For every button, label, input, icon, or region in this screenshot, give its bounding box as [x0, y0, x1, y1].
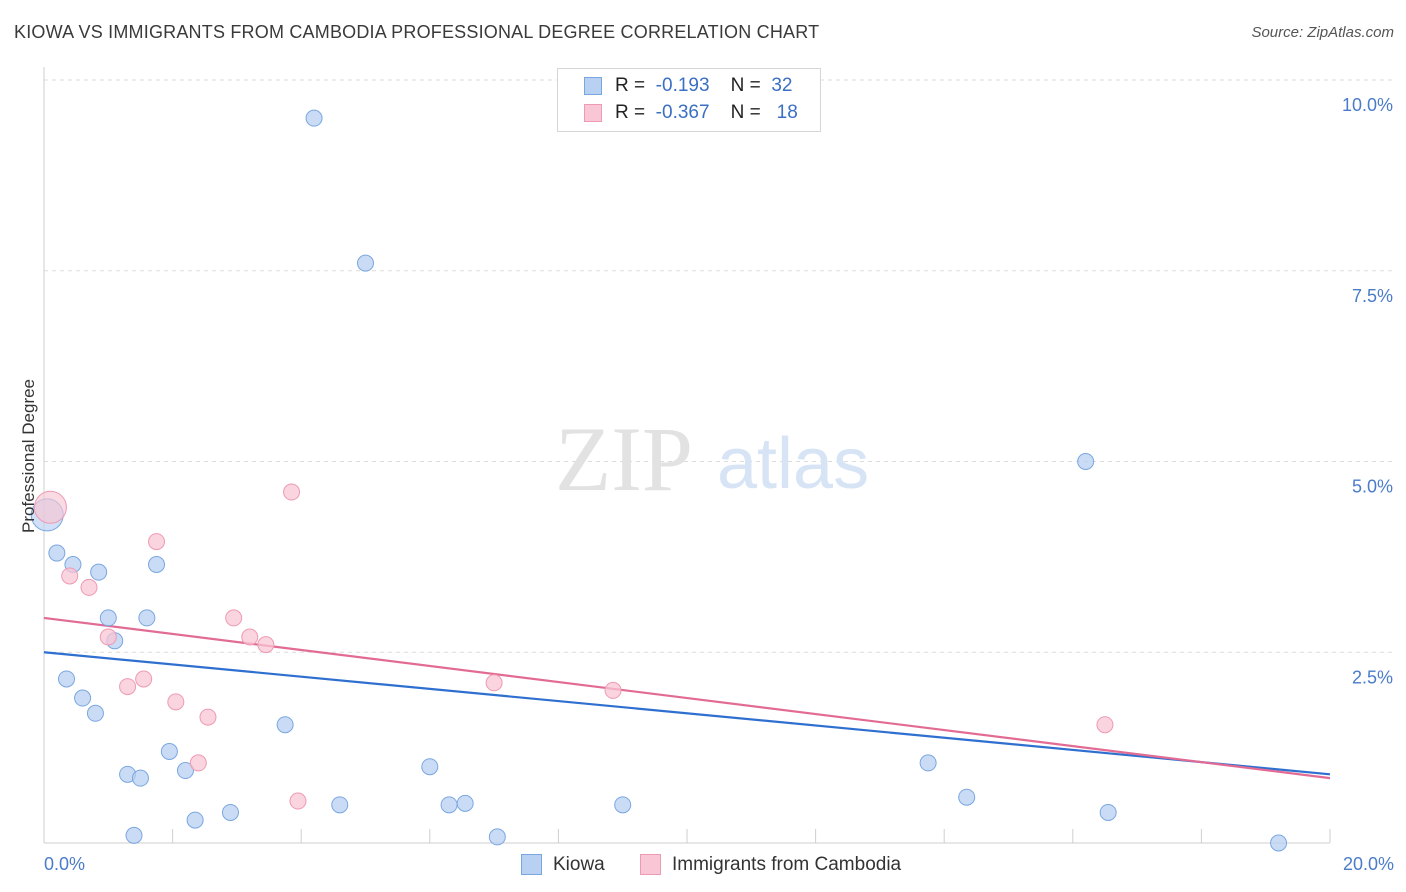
cambodia-point[interactable]: [604, 681, 622, 699]
cambodia-point[interactable]: [33, 490, 67, 524]
cambodia-point[interactable]: [119, 678, 137, 696]
kiowa-point[interactable]: [138, 609, 156, 627]
series-legend: Kiowa Immigrants from Cambodia: [0, 852, 1406, 878]
cambodia-point[interactable]: [289, 792, 307, 810]
watermark: ZIP atlas: [555, 408, 869, 510]
cambodia-legend-label: Immigrants from Cambodia: [672, 854, 902, 875]
cambodia-point[interactable]: [167, 693, 185, 711]
kiowa-legend-swatch: [521, 854, 542, 875]
r-value: -0.367: [655, 102, 710, 123]
kiowa-point[interactable]: [488, 828, 506, 846]
watermark-zip: ZIP: [555, 408, 693, 510]
kiowa-point[interactable]: [148, 556, 166, 574]
kiowa-point[interactable]: [125, 826, 143, 844]
kiowa-point[interactable]: [958, 788, 976, 806]
kiowa-point[interactable]: [357, 254, 374, 272]
r-value: -0.193: [655, 75, 710, 96]
kiowa-point[interactable]: [276, 716, 294, 734]
axis-layer: [43, 67, 1331, 844]
kiowa-point[interactable]: [176, 762, 194, 780]
kiowa-point[interactable]: [440, 796, 458, 814]
kiowa-swatch: [584, 77, 602, 95]
kiowa-legend-label: Kiowa: [553, 854, 605, 875]
cambodia-point[interactable]: [241, 628, 259, 646]
n-label: N =: [730, 102, 761, 123]
cambodia-point[interactable]: [99, 628, 117, 646]
n-label: N =: [730, 75, 761, 96]
r-label: R =: [615, 75, 646, 96]
watermark-atlas: atlas: [717, 424, 869, 504]
grid-layer: [44, 79, 1392, 653]
n-value: 32: [771, 75, 793, 96]
kiowa-point[interactable]: [58, 670, 76, 688]
r-label: R =: [615, 102, 646, 123]
cambodia-point[interactable]: [189, 754, 207, 772]
cambodia-point[interactable]: [135, 670, 153, 688]
kiowa-point[interactable]: [919, 754, 937, 772]
y-tick-label: 7.5%: [1352, 286, 1393, 306]
kiowa-point[interactable]: [48, 544, 66, 562]
x-tick-label-max: 20.0%: [1343, 854, 1394, 874]
points-layer: [30, 109, 1288, 852]
kiowa-point[interactable]: [221, 803, 239, 821]
cambodia-point[interactable]: [199, 708, 217, 726]
kiowa-point[interactable]: [614, 796, 632, 814]
correlation-legend: R = -0.193 N = 32 R = -0.367 N = 18: [557, 68, 821, 132]
cambodia-swatch: [584, 104, 602, 122]
kiowa-point[interactable]: [1077, 453, 1095, 470]
cambodia-point[interactable]: [283, 483, 301, 501]
kiowa-point[interactable]: [90, 563, 108, 581]
kiowa-point[interactable]: [331, 796, 349, 814]
kiowa-point[interactable]: [186, 811, 204, 829]
x-tick-label-min: 0.0%: [44, 854, 85, 874]
kiowa-trend-line: [43, 651, 1331, 776]
cambodia-point[interactable]: [80, 578, 98, 596]
cambodia-point[interactable]: [61, 567, 79, 585]
kiowa-point[interactable]: [74, 689, 92, 707]
kiowa-point[interactable]: [86, 704, 104, 722]
kiowa-point[interactable]: [1270, 834, 1288, 852]
n-value: 18: [776, 102, 798, 123]
cambodia-trend-line: [43, 616, 1331, 780]
y-tick-label: 10.0%: [1342, 95, 1393, 115]
kiowa-point[interactable]: [99, 609, 117, 627]
cambodia-point[interactable]: [485, 674, 503, 692]
y-tick-label: 2.5%: [1352, 667, 1393, 687]
kiowa-point[interactable]: [131, 769, 149, 787]
kiowa-point[interactable]: [421, 758, 439, 776]
trend-layer: [43, 616, 1331, 780]
kiowa-point[interactable]: [1099, 803, 1117, 821]
kiowa-point[interactable]: [305, 109, 323, 127]
cambodia-point[interactable]: [257, 636, 275, 654]
source-label: Source: ZipAtlas.com: [1251, 24, 1394, 41]
label-layer: 2.5% 5.0% 7.5% 10.0% 0.0% 20.0% Professional D…: [19, 95, 1394, 874]
cambodia-point[interactable]: [148, 533, 166, 551]
cambodia-point[interactable]: [1096, 716, 1114, 734]
kiowa-point[interactable]: [160, 742, 178, 760]
cambodia-legend-swatch: [640, 854, 661, 875]
y-tick-label: 5.0%: [1352, 477, 1393, 497]
kiowa-point[interactable]: [456, 794, 474, 812]
y-axis-title: Professional Degree: [19, 379, 38, 533]
legend-row-kiowa-text: R = -0.193 N = 32: [615, 73, 792, 99]
chart-title: KIOWA VS IMMIGRANTS FROM CAMBODIA PROFES…: [14, 22, 820, 42]
cambodia-point[interactable]: [225, 609, 243, 627]
legend-row-cambodia-text: R = -0.367 N = 18: [615, 100, 798, 126]
